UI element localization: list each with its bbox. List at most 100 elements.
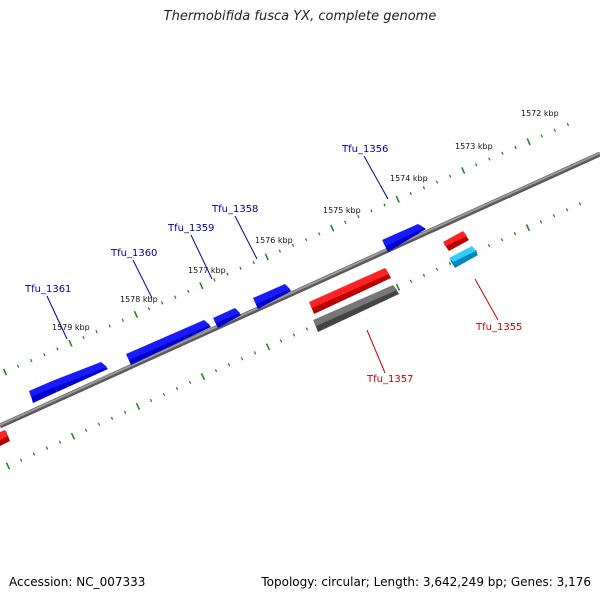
gene-tfu-1355[interactable]: [449, 246, 478, 268]
gene-tfu-1361-partial[interactable]: [29, 381, 57, 403]
gene-label-tfu-1361[interactable]: Tfu_1361: [24, 284, 71, 295]
minor-tick: [553, 128, 556, 132]
minor-tick: [43, 353, 46, 357]
minor-tick: [344, 220, 347, 224]
major-tick: [2, 368, 8, 376]
minor-tick: [475, 163, 478, 167]
minor-tick: [448, 174, 452, 178]
minor-tick: [565, 208, 569, 212]
minor-tick: [175, 386, 179, 391]
gene-tfu-1355-red[interactable]: [443, 231, 469, 251]
minor-tick: [487, 243, 491, 248]
lower-scale-ticks: [5, 202, 582, 470]
minor-tick: [252, 260, 255, 265]
major-tick: [330, 224, 335, 232]
genome-backbone-highlight: [0, 152, 600, 426]
major-tick: [5, 462, 11, 470]
minor-tick: [160, 301, 164, 305]
gene-label-tfu-1360[interactable]: Tfu_1360: [110, 248, 157, 259]
gene-label-tfu-1356[interactable]: Tfu_1356: [341, 144, 388, 155]
minor-tick: [422, 273, 426, 277]
minor-tick: [514, 145, 517, 150]
minor-tick: [304, 237, 308, 242]
minor-tick: [488, 157, 491, 161]
minor-tick: [318, 232, 321, 236]
kbp-label-1579: 1579 kbp: [52, 323, 90, 332]
upper-scale-ticks: [2, 122, 570, 376]
gene-labels: Tfu_1356 Tfu_1358 Tfu_1359 Tfu_1360 Tfu_…: [24, 144, 522, 385]
major-tick: [395, 195, 400, 203]
gene-label-tfu-1355[interactable]: Tfu_1355: [475, 322, 522, 333]
minor-tick: [30, 358, 33, 363]
minor-tick: [539, 220, 543, 224]
major-tick: [199, 282, 204, 290]
kbp-label-1575: 1575 kbp: [323, 206, 361, 215]
minor-tick: [16, 364, 20, 368]
minor-tick: [305, 327, 309, 331]
minor-tick: [84, 428, 88, 432]
major-tick: [525, 224, 531, 232]
minor-tick: [56, 347, 59, 351]
major-tick: [135, 402, 141, 410]
minor-tick: [422, 186, 426, 190]
gene-tfu-1356[interactable]: [382, 224, 426, 252]
minor-tick: [97, 422, 101, 426]
minor-tick: [370, 209, 373, 213]
gene-label-tfu-1359[interactable]: Tfu_1359: [167, 223, 214, 234]
minor-tick: [552, 214, 556, 218]
minor-tick: [45, 446, 49, 450]
minor-tick: [19, 458, 23, 462]
minor-tick: [58, 440, 62, 444]
scale-labels: 1572 kbp 1573 kbp 1574 kbp 1575 kbp 1576…: [52, 109, 559, 332]
major-tick: [395, 283, 401, 291]
minor-tick: [187, 289, 190, 294]
kbp-label-1573: 1573 kbp: [455, 142, 493, 151]
kbp-label-1576: 1576 kbp: [255, 236, 293, 245]
minor-tick: [513, 232, 517, 236]
minor-tick: [123, 410, 127, 414]
minor-tick: [540, 134, 543, 138]
minor-tick: [292, 333, 296, 337]
minor-tick: [409, 279, 413, 283]
map-title: Thermobifida fusca YX, complete genome: [163, 9, 437, 24]
major-tick: [200, 373, 206, 381]
gene-label-tfu-1357[interactable]: Tfu_1357: [366, 374, 413, 385]
minor-tick: [578, 202, 582, 206]
forward-strand-genes: [29, 224, 426, 403]
accession-text: Accession: NC_007333: [9, 575, 146, 589]
gene-tfu-1357[interactable]: [309, 268, 391, 314]
kbp-label-1578: 1578 kbp: [120, 295, 158, 304]
kbp-label-1577: 1577 kbp: [188, 266, 226, 275]
gene-tfu-1358[interactable]: [253, 284, 291, 309]
minor-tick: [149, 398, 153, 403]
label-leaders: [46, 155, 499, 374]
minor-tick: [214, 369, 218, 373]
gene-label-tfu-1358[interactable]: Tfu_1358: [211, 204, 258, 215]
minor-tick: [226, 272, 229, 276]
minor-tick: [213, 278, 216, 282]
minor-tick: [121, 318, 124, 322]
minor-tick: [383, 203, 386, 207]
major-tick: [264, 253, 269, 261]
minor-tick: [188, 380, 192, 385]
gene-tfu-1359[interactable]: [213, 308, 241, 328]
kbp-label-1572: 1572 kbp: [521, 109, 559, 118]
minor-tick: [227, 363, 231, 367]
pseudogene-tfu-1357[interactable]: [313, 285, 399, 332]
minor-tick: [448, 261, 452, 266]
major-tick: [68, 339, 73, 347]
minor-tick: [240, 357, 244, 361]
gene-edge-red[interactable]: [0, 430, 10, 446]
minor-tick: [108, 324, 111, 328]
gene-tfu-1360[interactable]: [126, 320, 211, 365]
minor-tick: [435, 267, 439, 271]
reverse-strand-genes: [0, 231, 478, 446]
minor-tick: [501, 151, 504, 155]
gene-tfu-1361[interactable]: [52, 362, 108, 392]
minor-tick: [82, 335, 85, 340]
minor-tick: [110, 416, 114, 420]
major-tick: [526, 138, 531, 146]
major-tick: [460, 166, 466, 175]
minor-tick: [435, 180, 439, 184]
